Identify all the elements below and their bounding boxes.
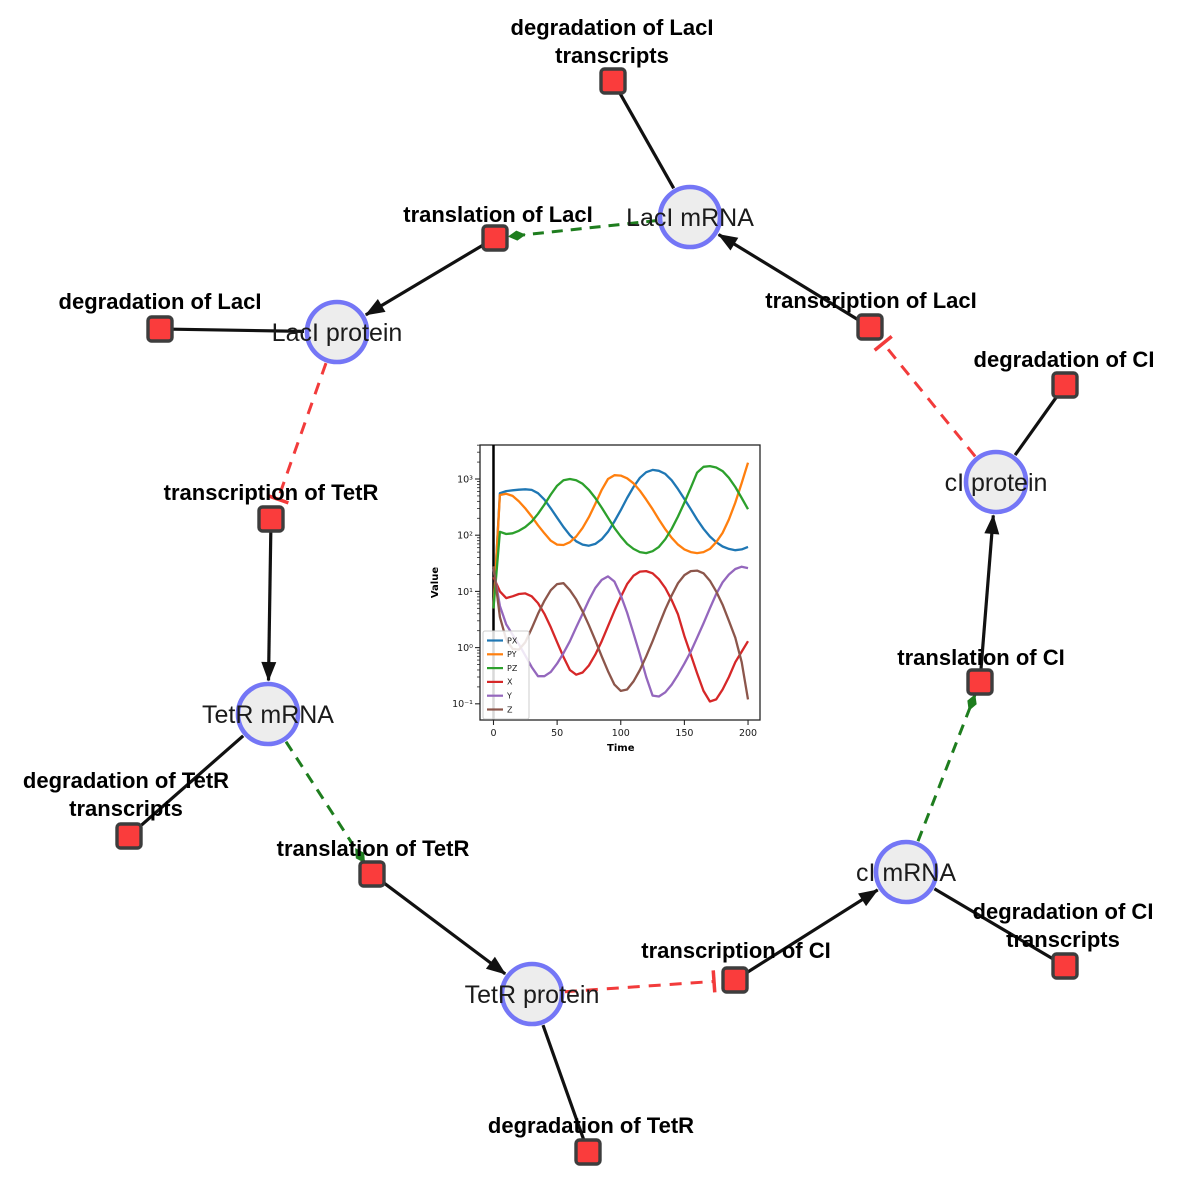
series-line-PY [492, 462, 750, 609]
series-line-Z [492, 566, 750, 700]
reaction-label-txn_ci: transcription of CI [641, 938, 830, 963]
reaction-label-deg_tetr_tx: degradation of TetR [23, 768, 229, 793]
x-tick-label: 50 [551, 728, 563, 739]
reaction-label-txn_tetr: transcription of TetR [164, 480, 379, 505]
reaction-label-deg_laci: degradation of LacI [59, 289, 262, 314]
edge-production-tln_tetr-tetr_protein[interactable] [381, 880, 507, 976]
edge-inhibition-tetr_protein-txn_ci[interactable] [564, 970, 717, 994]
reaction-node-deg_ci[interactable] [1051, 371, 1079, 399]
reaction-node-txn_ci[interactable] [721, 966, 749, 994]
inset-chart: 10⁻¹ 10⁰ 10¹ 10² 10³ 0 50 100 150 200 Time Value PX P… [430, 444, 761, 754]
species-label-tetr_protein: TetR protein [465, 981, 600, 1009]
reaction-node-tln_laci[interactable] [481, 224, 509, 252]
reaction-label-txn_laci: transcription of LacI [765, 288, 976, 313]
reaction-label-tln_tetr: translation of TetR [277, 836, 470, 861]
legend-label-PX: PX [507, 636, 518, 645]
edge-inhibition-laci_protein-txn_tetr[interactable] [267, 362, 328, 505]
y-tick-label: 10⁻¹ [452, 699, 473, 710]
reaction-label-deg_laci_tx: degradation of LacI [511, 15, 714, 40]
edge-modifier-ci_mrna-tln_ci[interactable] [916, 694, 977, 842]
series-line-PX [492, 468, 749, 609]
reaction-node-deg_laci[interactable] [146, 315, 174, 343]
reaction-node-tln_tetr[interactable] [358, 860, 386, 888]
legend-label-PY: PY [507, 650, 517, 659]
series-line-Y [492, 565, 749, 698]
reaction-node-deg_tetr_tx[interactable] [115, 822, 143, 850]
species-node-tetr_protein[interactable] [499, 961, 565, 1027]
species-label-laci_mrna: LacI mRNA [626, 204, 754, 232]
edge-consumption-tetr_protein-deg_tetr[interactable] [541, 1024, 586, 1141]
edge-production-tln_ci-ci_protein[interactable] [979, 514, 1000, 670]
reaction-label-deg_tetr_tx-line2: transcripts [69, 796, 183, 821]
y-axis-label: Value [430, 567, 441, 598]
edge-modifier-tetr_mrna-tln_tetr[interactable] [284, 740, 366, 864]
x-tick-label: 150 [675, 728, 693, 739]
legend-label-PZ: PZ [507, 664, 518, 673]
reaction-label-deg_ci_tx-line2: transcripts [1006, 927, 1120, 952]
edge-production-txn_tetr-tetr_mrna[interactable] [261, 531, 277, 682]
edge-production-tln_laci-laci_protein[interactable] [364, 243, 485, 317]
legend-box [482, 630, 530, 720]
y-tick-label: 10¹ [457, 587, 473, 598]
edge-consumption-ci_protein-deg_ci[interactable] [1013, 394, 1059, 457]
species-label-tetr_mrna: TetR mRNA [202, 701, 334, 729]
reaction-node-txn_tetr[interactable] [257, 505, 285, 533]
species-node-ci_protein[interactable] [963, 449, 1029, 515]
species-label-laci_protein: LacI protein [272, 319, 403, 347]
edge-consumption-tetr_mrna-deg_tetr_tx[interactable] [137, 734, 245, 829]
edge-consumption-laci_mrna-deg_laci_tx[interactable] [618, 91, 676, 190]
reaction-label-deg_ci_tx: degradation of CI [973, 899, 1154, 924]
edge-inhibition-ci_protein-txn_laci[interactable] [873, 335, 977, 458]
edge-production-txn_ci-ci_mrna[interactable] [745, 888, 879, 975]
y-tick-label: 10⁰ [457, 643, 473, 654]
edge-consumption-laci_protein-deg_laci[interactable] [172, 327, 305, 333]
labels-layer: LacI mRNA LacI protein TetR mRNA TetR prote… [23, 15, 1155, 1138]
reaction-node-txn_laci[interactable] [856, 313, 884, 341]
legend-label-X: X [507, 678, 513, 687]
x-axis-label: Time [607, 743, 635, 754]
reaction-node-tln_ci[interactable] [966, 668, 994, 696]
edge-production-txn_laci-laci_mrna[interactable] [717, 233, 860, 322]
series-layer [492, 462, 750, 703]
reaction-label-tln_laci: translation of LacI [403, 202, 592, 227]
reaction-node-deg_laci_tx[interactable] [599, 67, 627, 95]
edge-consumption-ci_mrna-deg_ci_tx[interactable] [933, 887, 1055, 961]
nodes-layer [115, 67, 1079, 1166]
edges-layer [137, 91, 1059, 1141]
legend-label-Z: Z [507, 705, 513, 714]
edge-modifier-laci_mrna-tln_laci[interactable] [507, 219, 658, 241]
species-node-laci_mrna[interactable] [657, 184, 723, 250]
y-tick-label: 10² [457, 531, 473, 542]
reaction-label-deg_ci: degradation of CI [974, 347, 1155, 372]
species-node-tetr_mrna[interactable] [235, 681, 301, 747]
species-node-ci_mrna[interactable] [873, 839, 939, 905]
legend-label-Y: Y [506, 692, 512, 701]
x-tick-label: 200 [739, 728, 757, 739]
y-tick-label: 10³ [457, 474, 473, 485]
series-line-PZ [492, 464, 750, 609]
reaction-label-tln_ci: translation of CI [897, 645, 1064, 670]
x-tick-label: 100 [612, 728, 630, 739]
x-tick-label: 0 [490, 728, 496, 739]
species-node-laci_protein[interactable] [304, 299, 370, 365]
reaction-label-deg_tetr: degradation of TetR [488, 1113, 694, 1138]
reaction-node-deg_tetr[interactable] [574, 1138, 602, 1166]
species-label-ci_mrna: cI mRNA [856, 859, 956, 887]
reaction-label-deg_laci_tx-line2: transcripts [555, 43, 669, 68]
reaction-node-deg_ci_tx[interactable] [1051, 952, 1079, 980]
species-label-ci_protein: cI protein [945, 469, 1048, 497]
